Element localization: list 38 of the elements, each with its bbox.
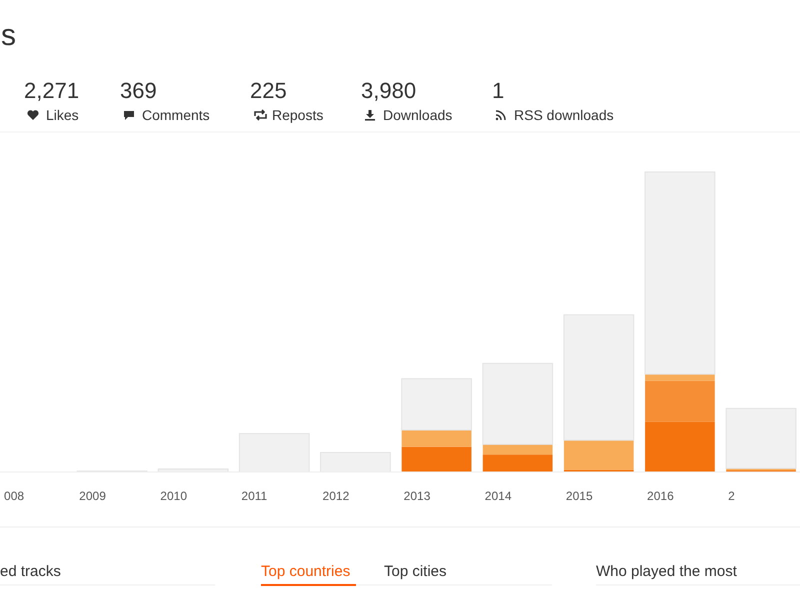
text: RSS downloads: [514, 107, 614, 123]
bar: [645, 422, 715, 472]
bar: [564, 440, 634, 470]
text: 2,271: [24, 78, 80, 103]
bar: [726, 408, 796, 469]
bar: [402, 446, 472, 472]
x-tick-label: 2014: [484, 489, 512, 503]
text: Downloads: [383, 107, 452, 123]
bar: [482, 444, 553, 455]
bar: [645, 380, 715, 422]
x-tick-label: 2015: [566, 489, 593, 503]
text: Who played the most: [596, 563, 738, 580]
chart-title: s: [1, 19, 16, 52]
x-tick-label: 2: [728, 489, 736, 503]
text: Top cities: [384, 563, 447, 580]
text: 1: [492, 78, 504, 103]
x-tick-label: 2012: [322, 489, 350, 503]
bar: [563, 314, 634, 441]
bar: [644, 172, 716, 375]
text: ed tracks: [0, 563, 61, 580]
bar: [482, 362, 554, 445]
bar: [402, 430, 472, 447]
text: Top countries: [261, 563, 350, 580]
x-tick-label: 008: [4, 489, 24, 503]
text: Reposts: [272, 107, 324, 123]
bar: [482, 454, 553, 472]
x-tick-label: 2013: [404, 489, 431, 503]
text: 225: [250, 78, 287, 103]
bar: [401, 378, 472, 430]
text: 3,980: [361, 78, 416, 103]
text: Likes: [46, 107, 79, 123]
x-tick-label: 2016: [647, 489, 674, 503]
text: Comments: [142, 107, 210, 123]
text: 369: [120, 78, 157, 103]
x-tick-label: 2010: [160, 489, 188, 503]
x-tick-label: 2011: [241, 489, 268, 503]
x-tick-label: 2009: [79, 489, 106, 503]
bar: [645, 374, 715, 381]
